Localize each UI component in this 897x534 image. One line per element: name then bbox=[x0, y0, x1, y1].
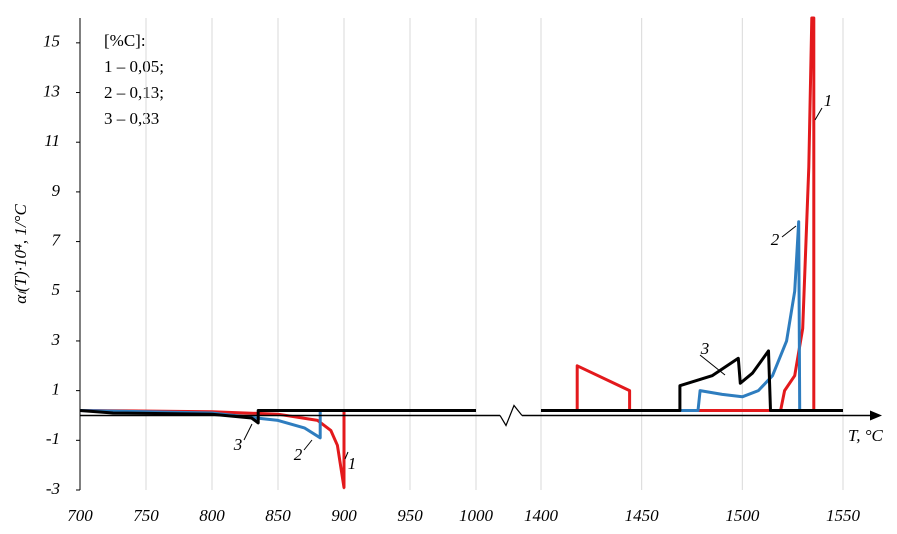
x-tick-label: 1500 bbox=[725, 506, 760, 525]
leader-line bbox=[303, 439, 313, 451]
x-tick-label: 1000 bbox=[459, 506, 494, 525]
legend-entry: 1 – 0,05; bbox=[104, 57, 164, 76]
y-tick-label: 9 bbox=[52, 181, 61, 200]
axis-break bbox=[499, 404, 523, 427]
y-tick-label: 3 bbox=[51, 330, 61, 349]
y-tick-label: 15 bbox=[43, 32, 60, 51]
curve bbox=[541, 16, 843, 412]
legend-title: [%C]: bbox=[104, 31, 146, 50]
y-tick-label: 1 bbox=[52, 380, 61, 399]
x-tick-label: 1400 bbox=[524, 506, 559, 525]
x-tick-label: 1450 bbox=[625, 506, 660, 525]
y-tick-label: 13 bbox=[43, 81, 60, 100]
legend-entry: 2 – 0,13; bbox=[104, 83, 164, 102]
curve bbox=[541, 349, 843, 412]
curve-label: 1 bbox=[348, 454, 357, 473]
leader-line bbox=[344, 451, 349, 460]
curve-label: 1 bbox=[824, 91, 833, 110]
curve-label: 2 bbox=[294, 445, 303, 464]
legend-entry: 3 – 0,33 bbox=[104, 109, 159, 128]
x-axis-arrow bbox=[870, 410, 882, 421]
leader-line bbox=[781, 225, 797, 238]
y-axis-label: αₗ(T)·10⁴, 1/°C bbox=[11, 204, 30, 304]
y-tick-label: 5 bbox=[52, 280, 61, 299]
curve-label: 3 bbox=[700, 339, 710, 358]
x-tick-label: 950 bbox=[397, 506, 423, 525]
leader-line bbox=[699, 354, 726, 376]
curve-label: 2 bbox=[771, 230, 780, 249]
y-tick-label: -1 bbox=[46, 429, 60, 448]
curve bbox=[541, 220, 843, 412]
x-tick-label: 1550 bbox=[826, 506, 861, 525]
leader-line bbox=[814, 107, 823, 121]
y-tick-label: 11 bbox=[44, 131, 60, 150]
y-tick-label: 7 bbox=[52, 230, 62, 249]
x-tick-label: 700 bbox=[67, 506, 93, 525]
x-tick-label: 750 bbox=[133, 506, 159, 525]
leader-line bbox=[243, 423, 253, 441]
x-tick-label: 900 bbox=[331, 506, 357, 525]
x-tick-label: 850 bbox=[265, 506, 291, 525]
y-tick-label: -3 bbox=[46, 479, 60, 498]
curve bbox=[79, 409, 476, 489]
curve bbox=[79, 409, 476, 425]
x-tick-label: 800 bbox=[199, 506, 225, 525]
x-axis-label: T, °C bbox=[848, 426, 883, 445]
curve-label: 3 bbox=[233, 435, 243, 454]
